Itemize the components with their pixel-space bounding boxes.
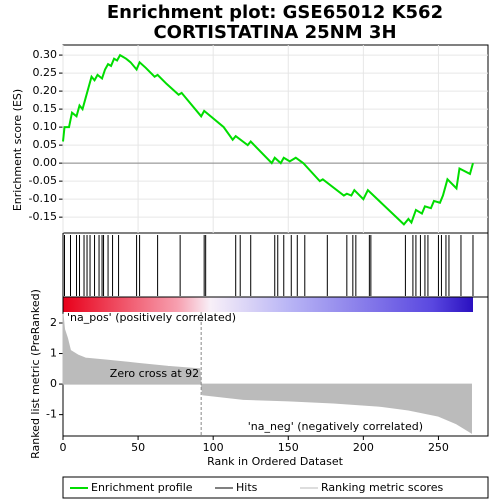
y-tick-label: 0.20 bbox=[33, 84, 58, 97]
y-tick-label: -0.10 bbox=[29, 192, 57, 205]
chart-title: Enrichment plot: GSE65012 K562 bbox=[107, 2, 443, 23]
x-tick-label: 100 bbox=[203, 441, 224, 454]
y-tick-label: -0.05 bbox=[29, 174, 57, 187]
y-tick-label: 0.00 bbox=[33, 156, 58, 169]
x-tick-label: 50 bbox=[131, 441, 145, 454]
annotation: 'na_neg' (negatively correlated) bbox=[248, 420, 423, 433]
x-tick-label: 150 bbox=[278, 441, 299, 454]
y-tick-label: 0.05 bbox=[33, 138, 58, 151]
x-axis-title: Rank in Ordered Dataset bbox=[207, 455, 344, 468]
legend-label: Ranking metric scores bbox=[321, 481, 443, 494]
legend bbox=[62, 476, 489, 499]
legend-label: Hits bbox=[236, 481, 258, 494]
y-axis-title: Ranked list metric (PreRanked) bbox=[29, 289, 42, 459]
y-tick-label: 0 bbox=[50, 377, 57, 390]
x-tick-label: 200 bbox=[353, 441, 374, 454]
y-tick-label: 0.15 bbox=[33, 102, 58, 115]
y-tick-label: 0.30 bbox=[33, 48, 58, 61]
x-tick-label: 250 bbox=[428, 441, 449, 454]
legend-label: Enrichment profile bbox=[91, 481, 193, 494]
y-tick-label: -0.15 bbox=[29, 210, 57, 223]
y-tick-label: -1 bbox=[46, 408, 57, 421]
chart-title: CORTISTATINA 25NM 3H bbox=[153, 22, 396, 43]
y-axis-title: Enrichment score (ES) bbox=[11, 89, 24, 211]
plot-frame bbox=[62, 44, 489, 437]
annotation: Zero cross at 92 bbox=[110, 367, 199, 380]
y-tick-label: 0.10 bbox=[33, 120, 58, 133]
y-tick-label: 0.25 bbox=[33, 66, 58, 79]
enrichment-profile bbox=[62, 53, 474, 226]
y-tick-label: 1 bbox=[50, 347, 57, 360]
annotation: 'na_pos' (positively correlated) bbox=[67, 311, 236, 324]
x-tick-label: 0 bbox=[60, 441, 67, 454]
y-tick-label: 2 bbox=[50, 316, 57, 329]
correlation-bar bbox=[63, 297, 473, 312]
